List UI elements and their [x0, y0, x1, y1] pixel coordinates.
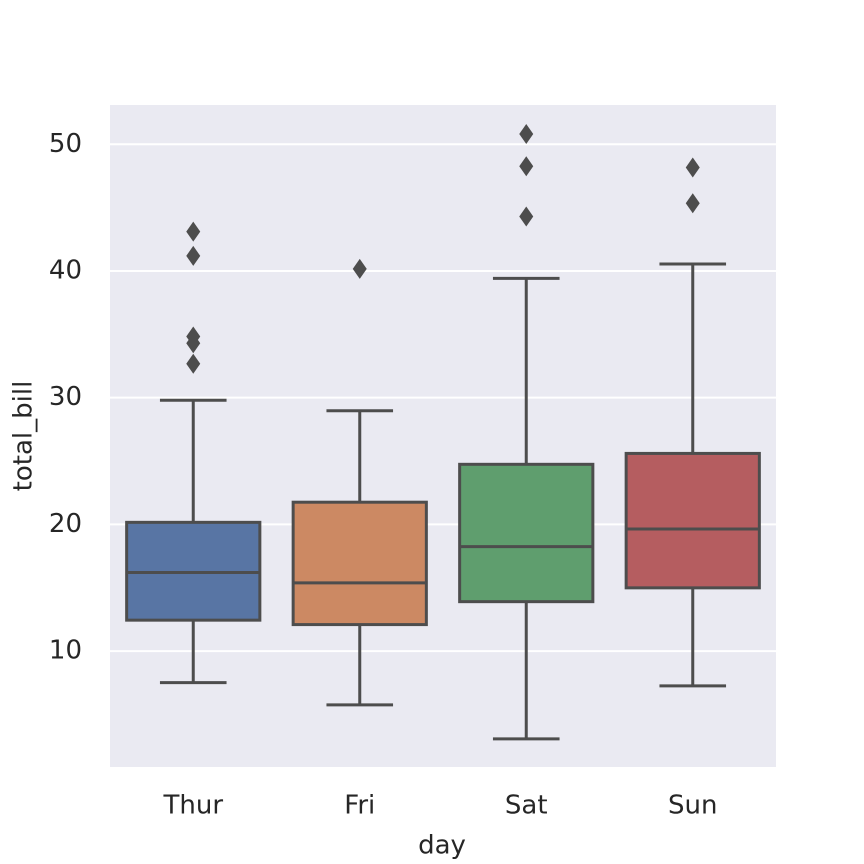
- y-axis-label: total_bill: [9, 381, 39, 492]
- box: [458, 462, 595, 604]
- outlier: [519, 206, 534, 227]
- outlier: [186, 326, 201, 347]
- outlier: [519, 156, 534, 177]
- x-tick-label: Sat: [505, 791, 548, 821]
- outlier: [186, 221, 201, 242]
- plot-background: [110, 105, 776, 767]
- box: [291, 500, 428, 627]
- outlier: [685, 157, 700, 178]
- outlier: [352, 258, 367, 279]
- x-axis-label: day: [418, 831, 466, 861]
- x-tick-label: Fri: [344, 791, 375, 821]
- y-tick-label: 40: [49, 255, 82, 285]
- x-tick-label: Sun: [668, 791, 717, 821]
- y-tick-label: 50: [49, 129, 82, 159]
- box: [624, 451, 761, 590]
- x-tick-label: Thur: [162, 791, 223, 821]
- y-tick-label: 20: [49, 509, 82, 539]
- outlier: [186, 245, 201, 266]
- outlier: [186, 353, 201, 374]
- outlier: [685, 193, 700, 214]
- outlier: [519, 124, 534, 145]
- y-tick-label: 10: [49, 636, 82, 666]
- y-tick-label: 30: [49, 382, 82, 412]
